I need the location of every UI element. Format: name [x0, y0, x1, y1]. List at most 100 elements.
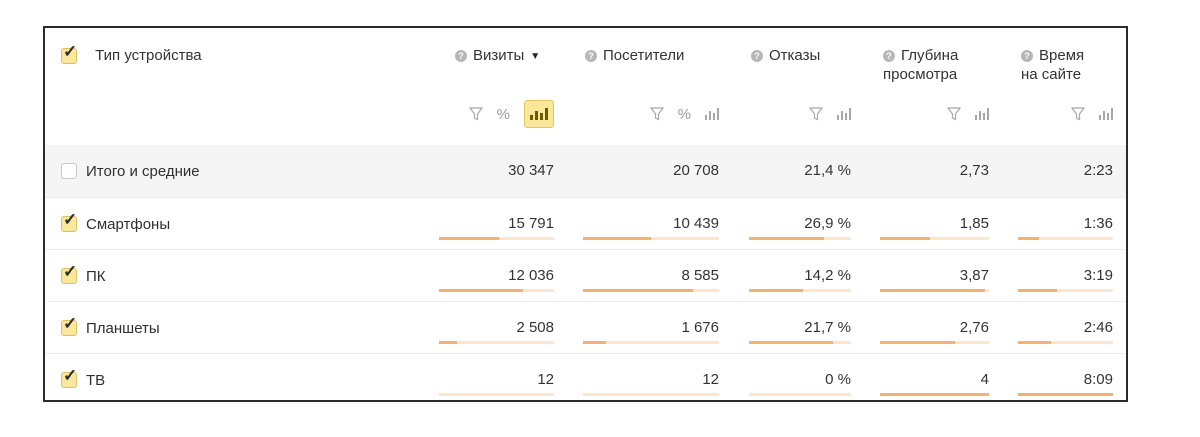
bar-chart-icon[interactable] — [837, 100, 851, 128]
value-bar-fill — [880, 237, 931, 240]
help-icon[interactable]: ? — [751, 50, 763, 62]
value-bar-fill — [1018, 393, 1113, 396]
metric-value-1: 15 791 — [508, 215, 554, 232]
metric-header-label: Визиты — [473, 47, 525, 64]
metric-value-3: 21,4 % — [804, 162, 851, 179]
bar-chart-icon[interactable] — [524, 100, 554, 128]
sort-desc-icon[interactable]: ▼ — [530, 51, 541, 62]
metric-controls-3 — [795, 100, 851, 128]
metric-value-3: 21,7 % — [804, 319, 851, 336]
value-bar-track — [749, 289, 851, 292]
value-bar-fill — [583, 289, 694, 292]
metric-header-label: Глубина — [901, 47, 959, 64]
metric-header-2[interactable]: ? Посетители — [585, 46, 684, 65]
row-label: Планшеты — [86, 319, 160, 337]
value-bar-fill — [439, 237, 499, 240]
help-icon[interactable]: ? — [585, 50, 597, 62]
metric-value-5: 3:19 — [1083, 267, 1113, 284]
row-label-group: ✓ ПК — [61, 250, 106, 302]
metric-value-2: 10 439 — [673, 215, 719, 232]
row-checkbox[interactable]: ✓ — [61, 367, 77, 388]
metric-value-4: 4 — [980, 371, 989, 388]
metric-header-3[interactable]: ? Отказы — [751, 46, 820, 65]
table-row[interactable]: ✓ Смартфоны 15 791 10 439 26,9 % 1,85 1:36 — [45, 197, 1126, 249]
help-icon[interactable]: ? — [1021, 50, 1033, 62]
table-row[interactable]: ✓ ПК 12 036 8 585 14,2 % 3,87 3:19 — [45, 249, 1126, 301]
row-checkbox[interactable]: ✓ — [61, 263, 77, 284]
metric-header-label-line2: на сайте — [1021, 66, 1082, 83]
value-bar-fill — [439, 289, 523, 292]
table-header: ✓ Тип устройства ? Визиты ▼ ? Посетители? Отк… — [45, 28, 1126, 145]
value-bar-fill — [583, 237, 651, 240]
metric-value-5: 2:23 — [1083, 162, 1113, 179]
value-bar-track — [439, 237, 554, 240]
totals-row[interactable]: Итого и средние 30 347 20 708 21,4 % 2,73 2:2… — [45, 145, 1126, 197]
metric-value-1: 30 347 — [508, 162, 554, 179]
value-bar-fill — [880, 289, 985, 292]
metric-controls-4 — [933, 100, 989, 128]
value-bar-fill — [880, 393, 989, 396]
value-bar-fill — [1018, 341, 1052, 344]
row-checkbox[interactable] — [61, 163, 77, 179]
dimension-header[interactable]: ✓ Тип устройства — [61, 43, 202, 65]
value-bar-track — [880, 393, 989, 396]
metric-value-4: 2,76 — [959, 319, 989, 336]
metric-value-1: 2 508 — [516, 319, 554, 336]
percent-toggle[interactable]: % — [677, 105, 691, 123]
metric-value-3: 0 % — [825, 371, 851, 388]
filter-icon[interactable] — [649, 107, 664, 121]
metric-value-2: 8 585 — [681, 267, 719, 284]
value-bar-fill — [749, 237, 825, 240]
value-bar-track — [1018, 237, 1113, 240]
value-bar-track — [583, 237, 719, 240]
report-table: ✓ Тип устройства ? Визиты ▼ ? Посетители? Отк… — [43, 26, 1128, 402]
table-row[interactable]: ✓ ТВ 12 12 0 % 4 8:09 — [45, 353, 1126, 400]
percent-toggle[interactable]: % — [496, 105, 510, 123]
checkmark-icon: ✓ — [63, 314, 78, 333]
metric-value-4: 3,87 — [959, 267, 989, 284]
metric-header-4[interactable]: ? Глубина просмотра — [883, 46, 958, 84]
metric-value-3: 26,9 % — [804, 215, 851, 232]
table-row[interactable]: ✓ Планшеты 2 508 1 676 21,7 % 2,76 2:46 — [45, 301, 1126, 353]
value-bar-track — [1018, 289, 1113, 292]
metric-value-3: 14,2 % — [804, 267, 851, 284]
metric-header-1[interactable]: ? Визиты ▼ — [455, 46, 540, 66]
metric-header-label: Время — [1039, 47, 1085, 64]
metric-controls-1: % — [455, 100, 554, 128]
metric-header-5[interactable]: ? Время на сайте — [1021, 46, 1084, 84]
row-label-group: ✓ Смартфоны — [61, 198, 170, 250]
bar-chart-icon[interactable] — [1099, 100, 1113, 128]
row-checkbox[interactable]: ✓ — [61, 315, 77, 336]
value-bar-fill — [749, 289, 804, 292]
metric-value-5: 1:36 — [1083, 215, 1113, 232]
help-icon[interactable]: ? — [455, 50, 467, 62]
bar-chart-icon[interactable] — [705, 100, 719, 128]
dimension-header-label: Тип устройства — [95, 47, 202, 64]
checkmark-icon: ✓ — [63, 42, 78, 62]
row-checkbox[interactable]: ✓ — [61, 211, 77, 232]
row-label: ПК — [86, 267, 106, 285]
row-label: Итого и средние — [86, 162, 200, 180]
value-bar-track — [439, 393, 554, 396]
filter-icon[interactable] — [1071, 107, 1085, 121]
value-bar-fill — [583, 341, 607, 344]
value-bar-fill — [1018, 289, 1057, 292]
filter-icon[interactable] — [468, 107, 483, 121]
filter-icon[interactable] — [809, 107, 823, 121]
metric-value-2: 20 708 — [673, 162, 719, 179]
value-bar-track — [880, 289, 989, 292]
value-bar-fill — [880, 341, 956, 344]
value-bar-track — [749, 393, 851, 396]
row-label-group: ✓ ТВ — [61, 354, 105, 400]
checkmark-icon: ✓ — [63, 366, 78, 385]
metric-value-1: 12 036 — [508, 267, 554, 284]
bar-chart-icon[interactable] — [975, 100, 989, 128]
select-all-checkbox[interactable]: ✓ — [61, 43, 77, 65]
value-bar-track — [880, 341, 989, 344]
metric-header-label: Отказы — [769, 47, 821, 64]
help-icon[interactable]: ? — [883, 50, 895, 62]
value-bar-fill — [1018, 237, 1039, 240]
value-bar-track — [880, 237, 989, 240]
metric-value-2: 1 676 — [681, 319, 719, 336]
filter-icon[interactable] — [947, 107, 961, 121]
